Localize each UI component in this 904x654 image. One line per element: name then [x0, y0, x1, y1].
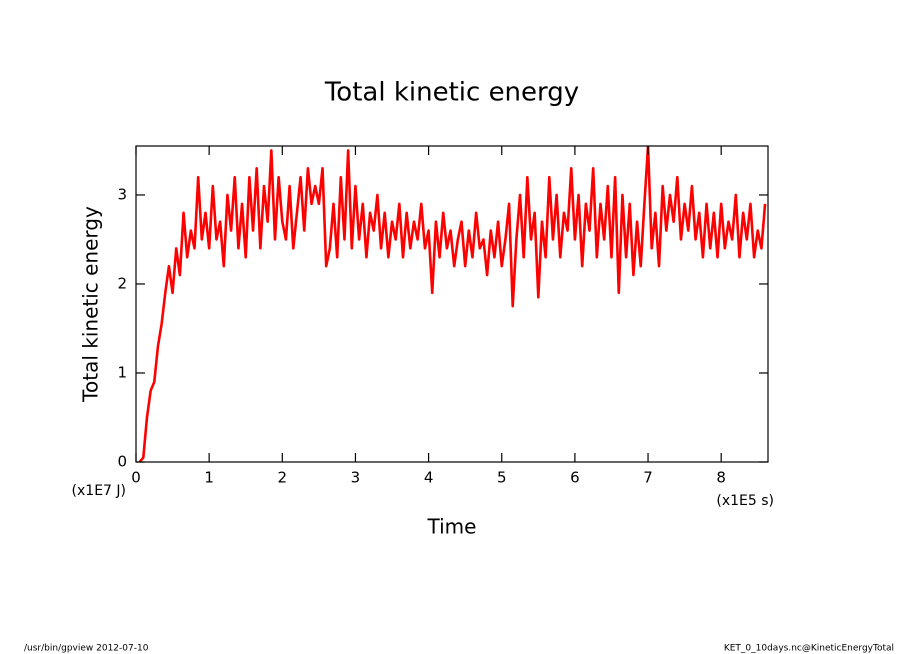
x-tick-label: 3: [351, 469, 361, 487]
x-tick-label: 2: [278, 469, 288, 487]
y-tick-label: 2: [117, 274, 127, 292]
x-tick-label: 7: [643, 469, 653, 487]
y-tick-label: 1: [117, 363, 127, 381]
x-tick-label: 0: [131, 469, 141, 487]
footer-right: KET_0_10days.nc@KineticEnergyTotal: [724, 644, 894, 654]
chart-title: Total kinetic energy: [324, 78, 579, 108]
x-unit: (x1E5 s): [716, 493, 774, 509]
footer-left: /usr/bin/gpview 2012-07-10: [24, 644, 149, 654]
x-tick-label: 6: [570, 469, 580, 487]
x-axis-label: Time: [427, 515, 477, 539]
y-tick-label: 0: [117, 453, 127, 471]
plot-frame: [135, 145, 769, 463]
x-tick-label: 8: [716, 469, 726, 487]
data-line: [138, 146, 767, 462]
y-tick-label: 3: [117, 185, 127, 203]
x-tick-label: 1: [204, 469, 214, 487]
y-axis-label: Total kinetic energy: [79, 206, 103, 403]
x-tick-label: 4: [424, 469, 434, 487]
y-unit: (x1E7 J): [72, 483, 126, 499]
x-tick-label: 5: [497, 469, 507, 487]
